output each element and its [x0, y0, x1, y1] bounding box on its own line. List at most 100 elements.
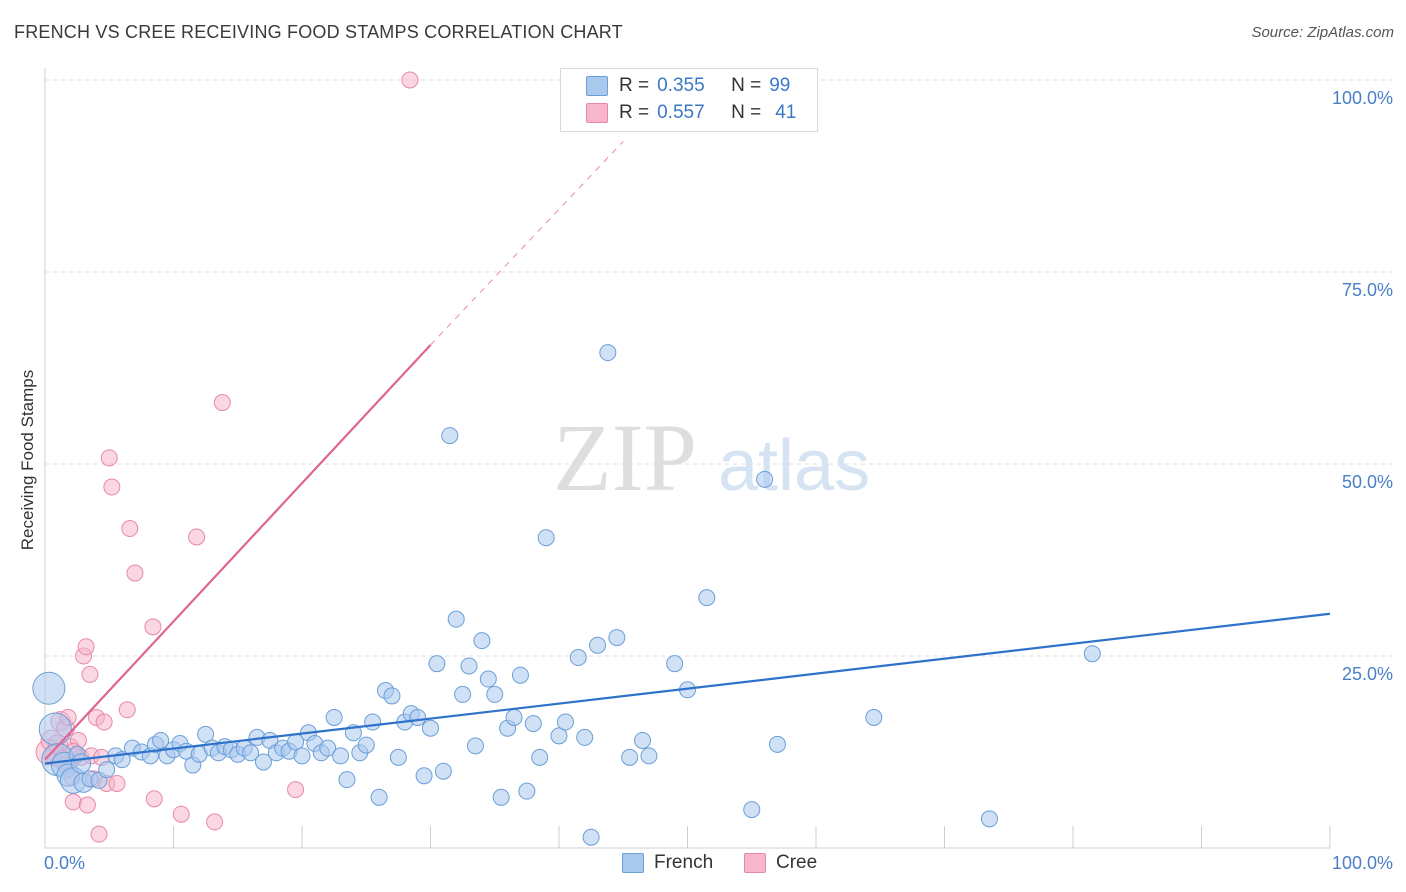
french-point — [589, 636, 607, 654]
watermark-zip: ZIP — [553, 404, 697, 511]
french-n-label: N = — [731, 75, 762, 96]
french-point — [364, 713, 382, 731]
french-point — [98, 761, 116, 779]
french-point — [38, 712, 72, 746]
french-point — [621, 748, 639, 766]
french-point — [325, 708, 343, 726]
french-point — [550, 727, 568, 745]
french-point — [479, 670, 497, 688]
x-tick-label: 0.0% — [44, 853, 85, 873]
french-point — [32, 671, 66, 705]
french-point — [511, 666, 529, 684]
cree-legend-label: Cree — [776, 852, 818, 873]
french-point — [524, 715, 542, 733]
gridlines — [45, 79, 1392, 657]
y-tick-label: 75.0% — [1342, 280, 1393, 300]
french-point — [599, 344, 617, 362]
cree-point — [287, 781, 305, 799]
x-tick-label: 100.0% — [1332, 853, 1393, 873]
french-point — [980, 810, 998, 828]
french-point — [537, 529, 555, 547]
french-point — [556, 713, 574, 731]
french-point — [409, 708, 427, 726]
french-point — [254, 753, 272, 771]
legend-row-french: R = 0.355 N = 99 — [586, 74, 791, 98]
french-point — [505, 708, 523, 726]
french-trend-line — [44, 612, 1331, 765]
cree-point — [95, 713, 113, 731]
french-point — [698, 589, 716, 607]
cree-point — [188, 528, 206, 546]
cree-point — [126, 564, 144, 582]
french-point — [454, 685, 472, 703]
french-point — [332, 747, 350, 765]
french-point — [447, 610, 465, 628]
french-point — [293, 747, 311, 765]
french-point — [242, 744, 260, 762]
french-n-value: 99 — [769, 75, 791, 96]
legend-item-french: French — [622, 852, 713, 874]
french-point — [434, 762, 452, 780]
watermark: ZIP atlas — [553, 404, 870, 511]
french-point — [743, 801, 761, 819]
french-swatch — [586, 76, 608, 96]
legend-row-cree: R = 0.557 N = 41 — [586, 101, 797, 125]
cree-point — [172, 805, 190, 823]
french-point — [640, 747, 658, 765]
cree-trend-line — [44, 344, 432, 761]
french-point — [531, 748, 549, 766]
french-point — [389, 748, 407, 766]
french-point — [319, 739, 337, 757]
french-legend-label: French — [654, 852, 714, 873]
french-point — [865, 708, 883, 726]
french-point — [197, 725, 215, 743]
cree-point — [121, 520, 139, 538]
french-point — [492, 788, 510, 806]
stats-legend: R = 0.355 N = 99 R = 0.557 N = 41 — [560, 68, 818, 132]
french-point — [357, 736, 375, 754]
french-point — [768, 735, 786, 753]
y-tick-label: 25.0% — [1342, 664, 1393, 684]
french-point — [152, 731, 170, 749]
french-point — [1083, 645, 1101, 663]
french-point — [666, 655, 684, 673]
french-point — [486, 685, 504, 703]
cree-point — [81, 665, 99, 683]
french-point — [70, 753, 92, 774]
watermark-atlas: atlas — [718, 426, 870, 506]
french-point — [370, 788, 388, 806]
cree-r-value: 0.557 — [657, 102, 705, 123]
french-point — [383, 687, 401, 705]
cree-point — [77, 638, 95, 656]
cree-point — [64, 793, 82, 811]
cree-point — [213, 394, 231, 412]
cree-legend-swatch — [744, 853, 766, 873]
axes — [44, 68, 1331, 849]
french-point — [634, 731, 652, 749]
cree-point — [144, 618, 162, 636]
cree-point — [118, 701, 136, 719]
french-point — [756, 470, 774, 488]
tick-labels: 25.0% 50.0% 75.0% 100.0% 0.0% 100.0% — [44, 88, 1393, 873]
french-legend-swatch — [622, 853, 644, 873]
french-point — [473, 632, 491, 650]
french-point — [422, 719, 439, 737]
source-credit: Source: ZipAtlas.com — [1251, 24, 1394, 41]
chart-title: FRENCH VS CREE RECEIVING FOOD STAMPS COR… — [14, 22, 623, 42]
cree-swatch — [586, 103, 608, 123]
cree-point — [206, 813, 224, 831]
french-point — [569, 649, 587, 667]
cree-point — [145, 790, 163, 808]
french-point — [415, 767, 433, 785]
y-tick-label: 50.0% — [1342, 472, 1393, 492]
french-point — [518, 782, 536, 800]
cree-r-label: R = — [619, 102, 650, 123]
cree-point — [100, 449, 118, 467]
french-point — [582, 828, 600, 846]
cree-n-value: 41 — [775, 102, 797, 123]
french-points — [32, 344, 1101, 846]
french-point — [466, 737, 484, 755]
french-point — [608, 629, 626, 647]
cree-point — [103, 478, 121, 496]
